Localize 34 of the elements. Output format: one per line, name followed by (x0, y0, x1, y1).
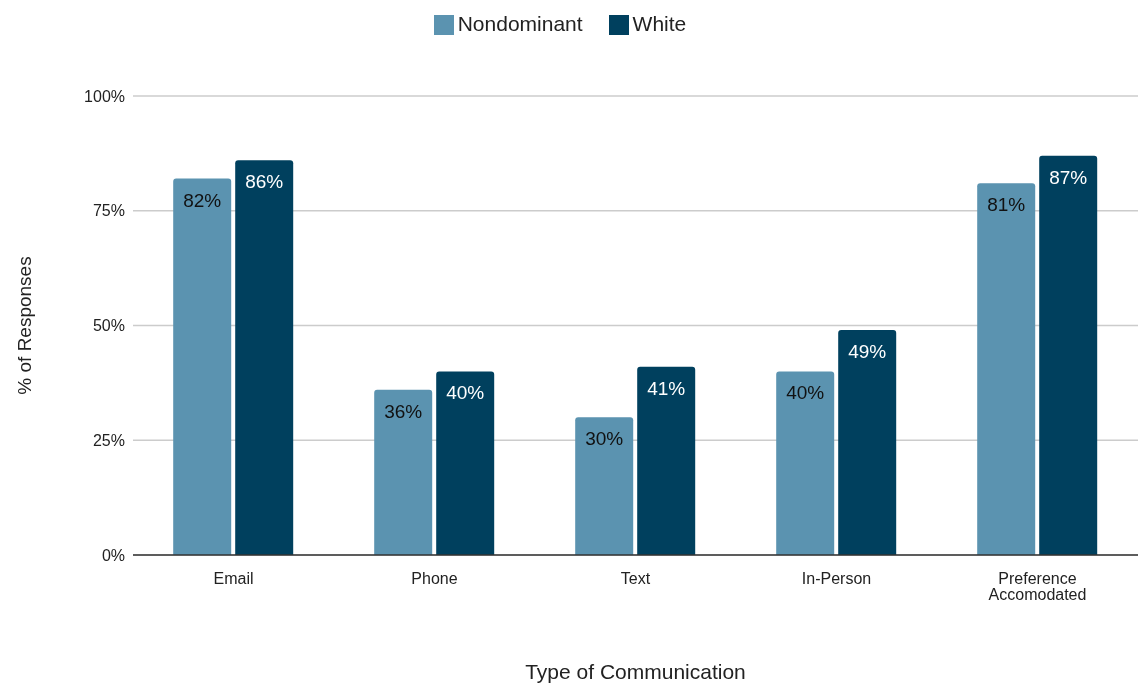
bar (1039, 155, 1098, 555)
bar (838, 330, 897, 555)
data-label: 82% (183, 189, 222, 211)
x-axis-title: Type of Communication (525, 660, 746, 683)
bar (977, 183, 1036, 555)
bar (436, 371, 495, 555)
data-label: 49% (848, 341, 887, 363)
x-tick-label: In-Person (801, 570, 872, 588)
legend-label: Nondominant (457, 12, 583, 35)
data-label: 30% (585, 428, 624, 450)
x-tick-label: Preference Accomodated (988, 570, 1087, 604)
bar (776, 371, 835, 555)
x-tick-label: Phone (411, 570, 458, 588)
data-label: 81% (987, 194, 1026, 216)
y-tick-label: 50% (92, 317, 125, 335)
data-label: 40% (446, 382, 485, 404)
y-tick-label: 0% (101, 546, 125, 564)
legend-label: White (632, 12, 687, 35)
data-label: 36% (384, 400, 423, 422)
data-label: 40% (786, 382, 825, 404)
x-tick-label: Email (213, 570, 254, 588)
bar (637, 366, 696, 555)
data-label: 87% (1049, 166, 1088, 188)
data-label: 86% (245, 171, 284, 193)
y-tick-label: 25% (92, 431, 125, 449)
data-label: 41% (647, 377, 686, 399)
x-tick-label: Text (620, 570, 651, 588)
y-tick-label: 100% (84, 87, 125, 105)
bar (235, 160, 294, 555)
bar (173, 178, 232, 555)
y-tick-label: 75% (92, 202, 125, 220)
y-axis-title: % of Responses (13, 256, 35, 395)
bar (575, 417, 634, 555)
bar (374, 389, 433, 555)
